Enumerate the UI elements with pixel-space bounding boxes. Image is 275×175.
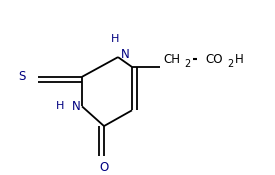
- Text: S: S: [18, 70, 26, 83]
- Text: CH: CH: [163, 53, 180, 66]
- Text: N: N: [72, 100, 81, 113]
- Text: H: H: [235, 53, 244, 66]
- Text: 2: 2: [227, 59, 233, 69]
- Text: H: H: [56, 101, 64, 111]
- Text: CO: CO: [205, 53, 222, 66]
- Text: O: O: [99, 161, 109, 174]
- Text: H: H: [111, 34, 119, 44]
- Text: 2: 2: [184, 59, 190, 69]
- Text: N: N: [121, 48, 130, 61]
